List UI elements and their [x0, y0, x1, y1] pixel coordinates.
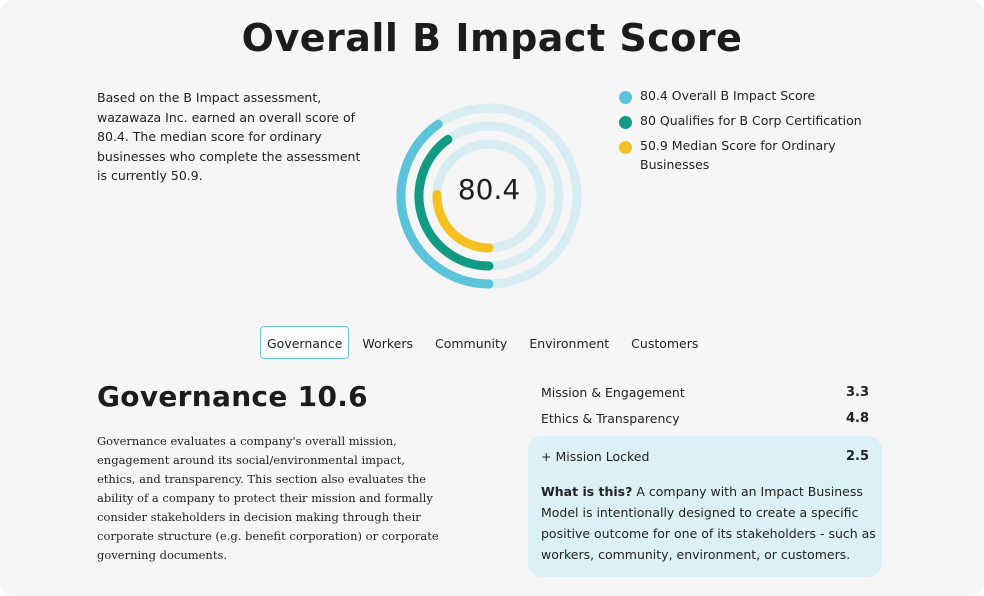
score-label: Mission & Engagement: [541, 385, 685, 400]
impact-area-tabs: Governance Workers Community Environment…: [260, 325, 707, 359]
legend-item-median: 50.9 Median Score for Ordinary Businesse…: [619, 136, 879, 174]
tab-workers[interactable]: Workers: [362, 335, 413, 351]
mission-locked-callout: + Mission Locked 2.5 What is this? A com…: [528, 436, 882, 577]
donut-legend: 80.4 Overall B Impact Score 80 Qualifies…: [619, 86, 879, 180]
callout-answer: A company with an Impact Business Model …: [541, 484, 876, 562]
score-row-mission-locked: + Mission Locked 2.5: [541, 446, 869, 472]
tab-governance[interactable]: Governance: [260, 325, 350, 359]
tab-customers[interactable]: Customers: [631, 335, 699, 351]
score-value: 2.5: [845, 449, 869, 464]
legend-label: 50.9 Median Score for Ordinary Businesse…: [640, 138, 836, 172]
donut-arc-0: [396, 119, 494, 289]
legend-item-overall: 80.4 Overall B Impact Score: [619, 86, 879, 105]
legend-dot-icon: [619, 116, 632, 129]
score-value: 3.3: [845, 385, 869, 400]
tab-environment[interactable]: Environment: [529, 335, 610, 351]
tab-community[interactable]: Community: [434, 335, 508, 351]
callout-explanation: What is this? A company with an Impact B…: [541, 481, 876, 565]
page-title: Overall B Impact Score: [241, 16, 743, 60]
score-row-ethics-transparency: Ethics & Transparency 4.8: [541, 408, 869, 434]
score-donut-chart: [396, 103, 582, 289]
score-label: + Mission Locked: [541, 449, 650, 464]
section-description: Governance evaluates a company's overall…: [97, 434, 439, 562]
legend-dot-icon: [619, 91, 632, 104]
legend-label: 80.4 Overall B Impact Score: [640, 88, 816, 103]
callout-question: What is this?: [541, 484, 633, 499]
score-label: Ethics & Transparency: [541, 411, 680, 426]
score-row-mission-engagement: Mission & Engagement 3.3: [541, 382, 869, 408]
donut-arc-2: [432, 190, 494, 253]
score-value: 4.8: [845, 411, 869, 426]
section-title: Governance 10.6: [97, 380, 368, 413]
legend-dot-icon: [619, 141, 632, 154]
legend-item-certification: 80 Qualifies for B Corp Certification: [619, 111, 879, 130]
donut-center-value: 80.4: [457, 173, 521, 206]
score-summary-text: Based on the B Impact assessment, wazawa…: [97, 90, 361, 183]
legend-label: 80 Qualifies for B Corp Certification: [640, 113, 862, 128]
score-breakdown: Mission & Engagement 3.3 Ethics & Transp…: [541, 382, 869, 434]
donut-arc-1: [414, 134, 494, 271]
